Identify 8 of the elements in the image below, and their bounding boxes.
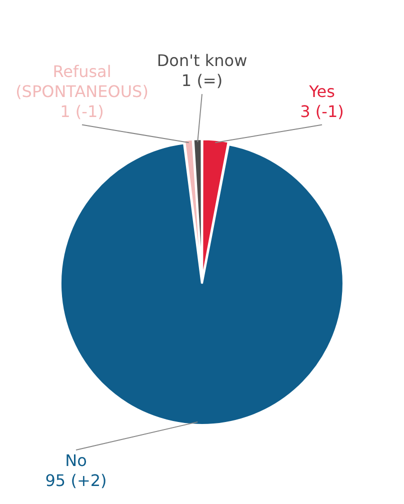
slice-label: No (65, 451, 87, 470)
slice-label: Yes (308, 82, 335, 101)
data-label: 3 (-1) (300, 102, 344, 121)
data-label: 1 (-1) (60, 102, 104, 121)
slice-label: Don't know (156, 51, 248, 70)
slice-label: Refusal (SPONTANEOUS) (16, 62, 148, 101)
data-label: 95 (+2) (45, 471, 107, 490)
data-label: 1 (=) (181, 71, 223, 90)
